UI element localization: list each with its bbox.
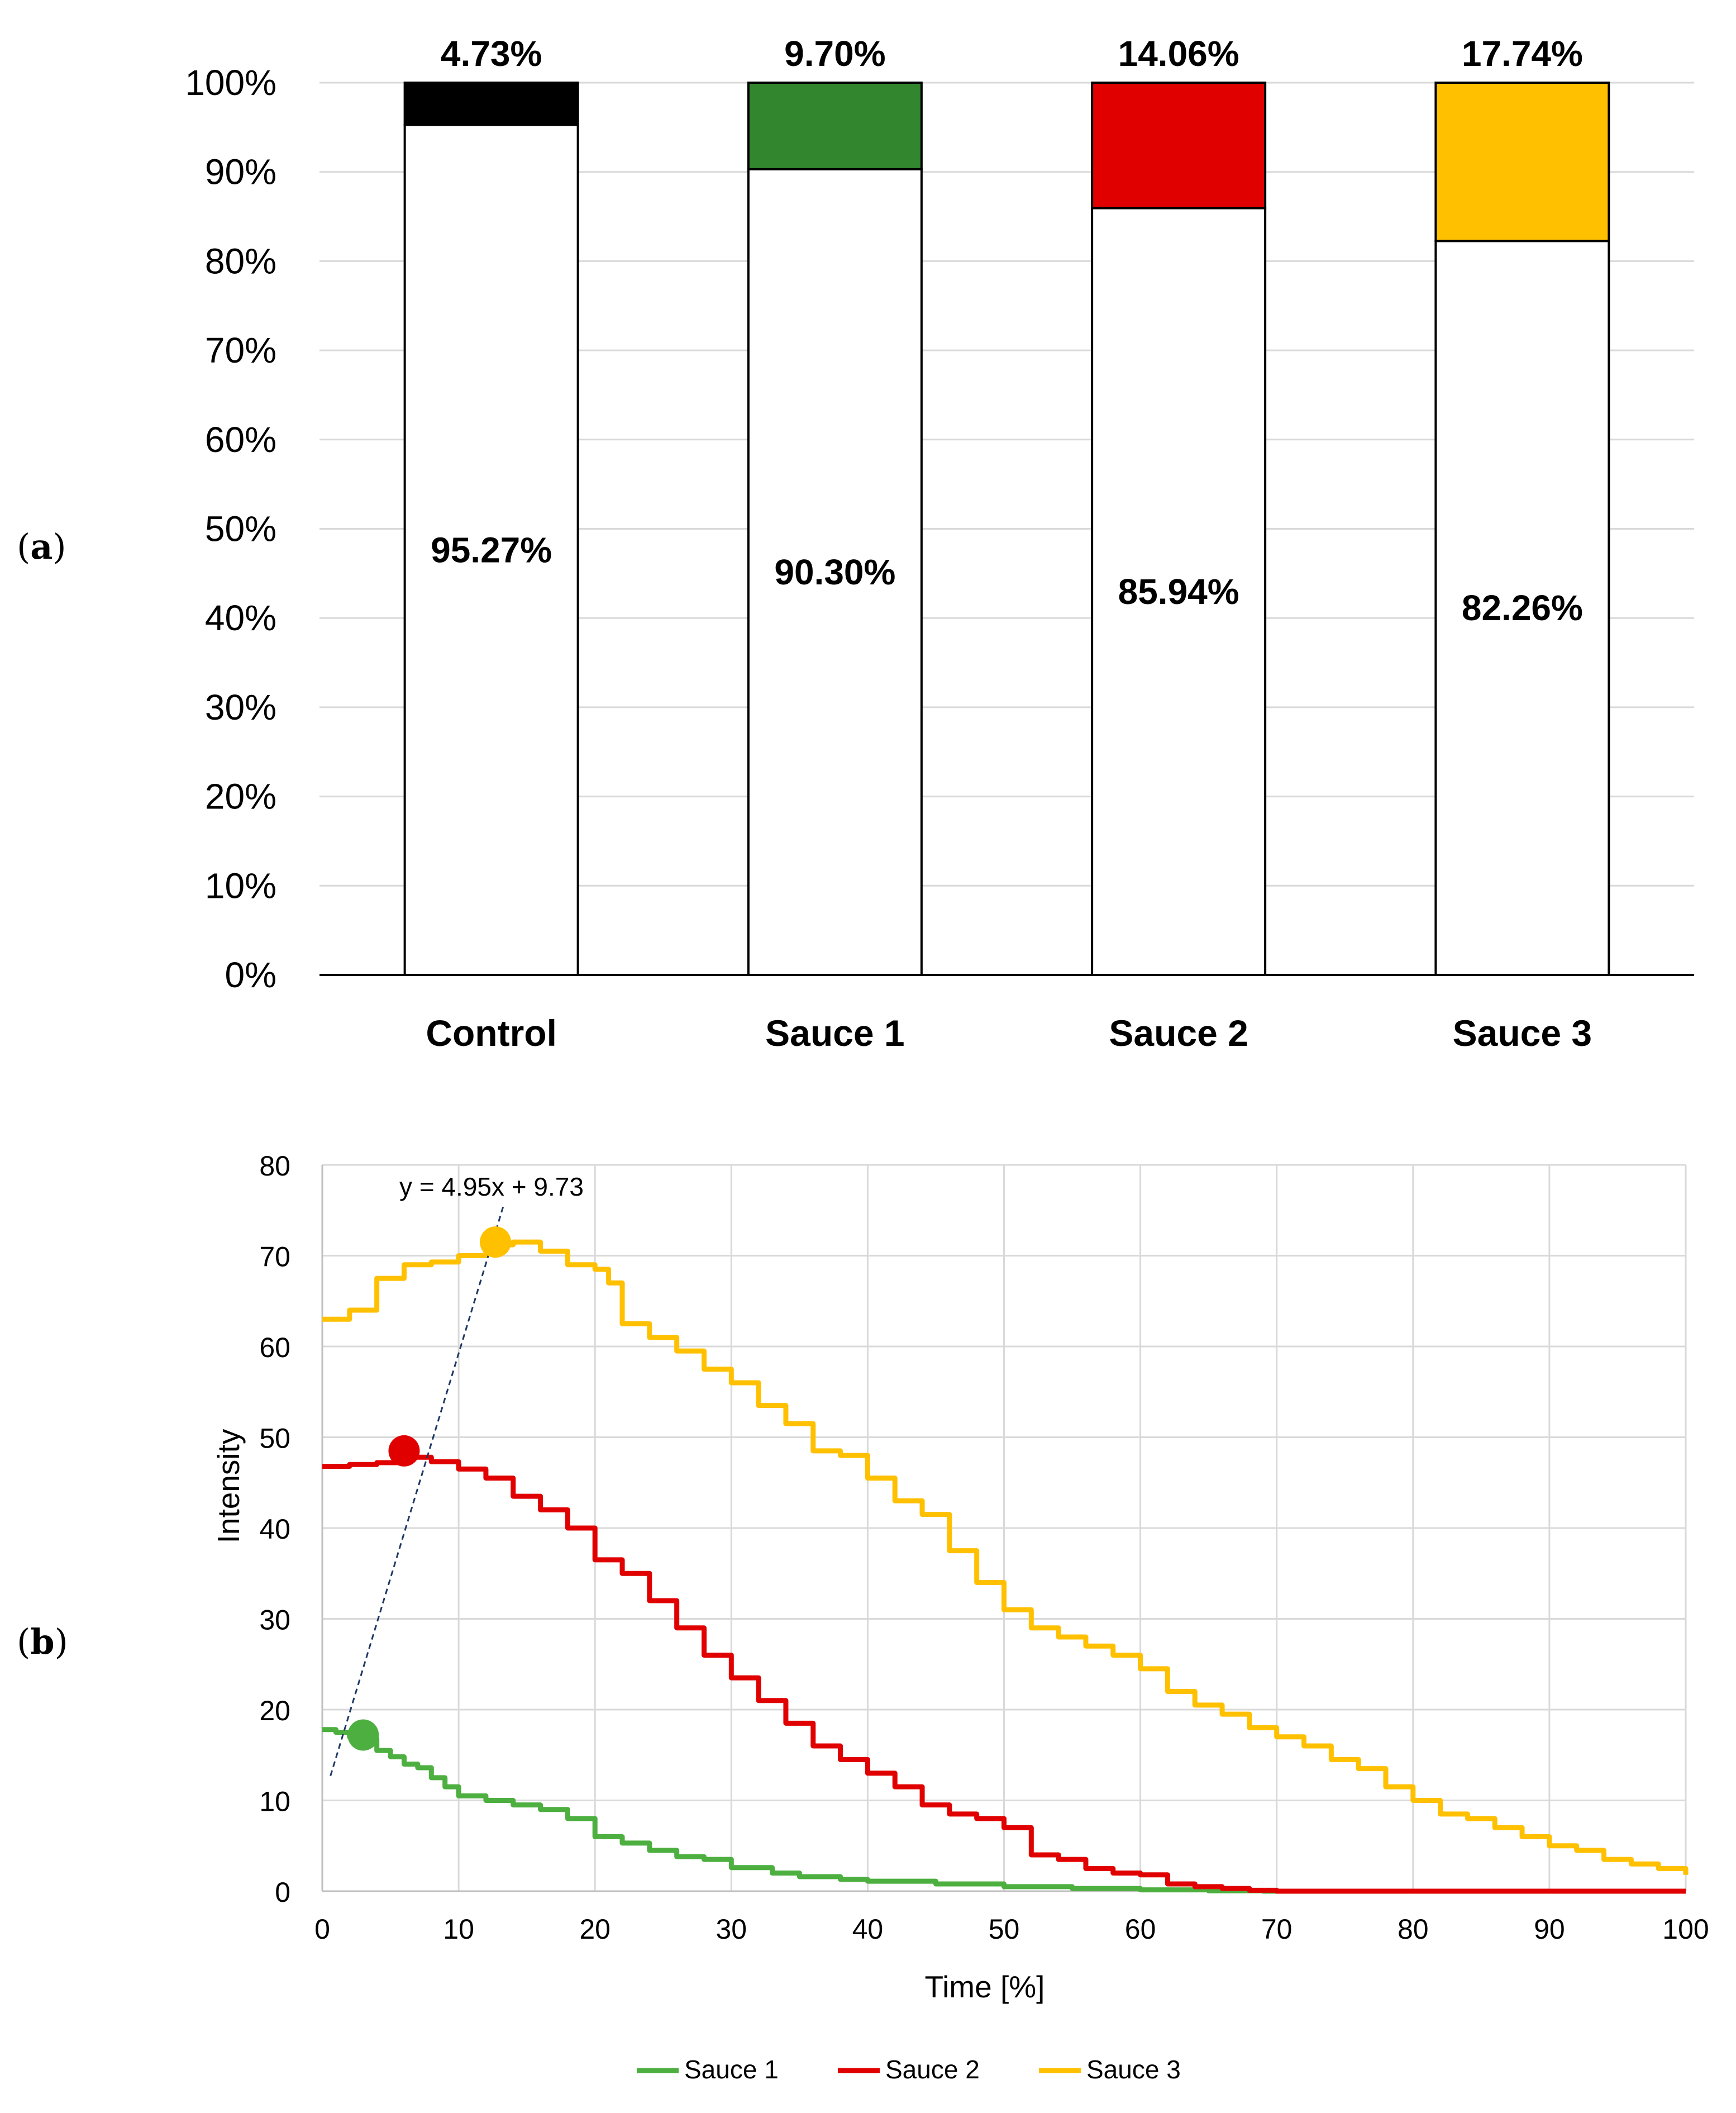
line-y-tick: 50 [259, 1423, 290, 1454]
bar-segment-lower [403, 123, 579, 977]
bar-y-tick: 50% [205, 509, 276, 549]
series-line-sauce-2 [322, 1454, 1686, 1894]
y-axis-label: Intensity [211, 1429, 246, 1543]
bar-marks [403, 82, 1610, 977]
legend-label: Sauce 2 [885, 2055, 980, 2084]
line-x-tick: 100 [1662, 1914, 1709, 1945]
line-gridlines [321, 1164, 1687, 1892]
bar-y-tick: 90% [205, 152, 276, 192]
bar-segment-upper [1434, 82, 1610, 242]
line-y-tick: 20 [259, 1695, 290, 1726]
peak-marker-sauce-2 [388, 1435, 420, 1467]
bar-segment-upper [1091, 82, 1267, 210]
bar-y-tick: 40% [205, 598, 276, 638]
bar-segment-lower [1091, 207, 1267, 976]
peak-markers [347, 1226, 512, 1751]
line-x-tick: 10 [443, 1914, 474, 1945]
bar-y-tick: 70% [205, 330, 276, 370]
legend-label: Sauce 3 [1086, 2055, 1181, 2084]
bar-y-tick-labels: 0% 10% 20% 30% 40% 50% 60% 70% 80% 90% 100% [185, 63, 276, 995]
line-x-tick: 80 [1398, 1914, 1429, 1945]
line-x-tick: 30 [716, 1914, 747, 1945]
bar-y-tick: 0% [225, 955, 277, 995]
bar-segment-lower [747, 168, 923, 976]
bar-category-label: Control [426, 1012, 557, 1054]
bar-y-tick: 20% [205, 777, 276, 817]
line-x-tick: 60 [1125, 1914, 1156, 1945]
line-chart: 0 10 20 30 40 50 60 70 80 0 10 20 30 40 50 60 70 80 90 100… [211, 1150, 1709, 2084]
trendline-equation: y = 4.95x + 9.73 [399, 1172, 584, 1201]
bar-upper-data-label: 9.70% [784, 34, 885, 74]
bar-data-labels: 95.27% 4.73% 90.30% 9.70% 85.94% 14.06% 82.26%… [431, 34, 1583, 628]
bar-lower-data-label: 85.94% [1118, 572, 1239, 612]
bar-lower-data-label: 82.26% [1462, 588, 1583, 628]
line-x-tick: 0 [314, 1914, 330, 1945]
line-x-tick: 20 [579, 1914, 611, 1945]
legend-item: Sauce 1 [637, 2055, 779, 2084]
bar-segment-upper [403, 82, 579, 126]
series-line-sauce-3 [322, 1239, 1689, 1875]
trendline [330, 1205, 505, 1777]
bar-y-tick: 80% [205, 241, 276, 281]
trendline-group: y = 4.95x + 9.73 [330, 1172, 584, 1777]
line-x-tick: 40 [852, 1914, 884, 1945]
bar-category-label: Sauce 1 [765, 1012, 905, 1054]
line-y-tick: 10 [259, 1786, 290, 1817]
line-y-tick: 40 [259, 1514, 290, 1545]
line-y-tick: 80 [259, 1150, 290, 1182]
bar-y-tick: 60% [205, 420, 276, 460]
bar-segment-upper [747, 82, 923, 170]
legend-item: Sauce 2 [838, 2055, 980, 2084]
bar-segment-lower [1434, 240, 1610, 977]
line-y-tick: 70 [259, 1241, 290, 1273]
bar-upper-data-label: 4.73% [441, 34, 542, 74]
peak-marker-sauce-3 [480, 1226, 512, 1258]
peak-marker-sauce-1 [347, 1719, 379, 1751]
line-x-tick-labels: 0 10 20 30 40 50 60 70 80 90 100 [314, 1914, 1709, 1945]
panel-b-label: (b) [17, 1621, 68, 1662]
line-y-tick: 30 [259, 1605, 290, 1636]
line-y-tick: 0 [275, 1877, 290, 1908]
line-y-tick: 60 [259, 1332, 290, 1363]
legend-item: Sauce 3 [1039, 2055, 1181, 2084]
bar-x-tick-labels: Control Sauce 1 Sauce 2 Sauce 3 [426, 1012, 1592, 1054]
legend: Sauce 1 Sauce 2 Sauce 3 [637, 2055, 1181, 2084]
line-x-tick: 50 [989, 1914, 1020, 1945]
bar-chart: 0% 10% 20% 30% 40% 50% 60% 70% 80% 90% 100% 95.27%… [185, 34, 1694, 1054]
line-x-tick: 90 [1534, 1914, 1565, 1945]
panel-a-label: (a) [17, 526, 66, 567]
bar-upper-data-label: 17.74% [1462, 34, 1583, 74]
bar-upper-data-label: 14.06% [1118, 34, 1239, 74]
line-x-tick: 70 [1261, 1914, 1293, 1945]
bar-lower-data-label: 95.27% [431, 530, 552, 570]
x-axis-label: Time [%] [925, 1969, 1045, 2004]
bar-y-tick: 100% [185, 63, 276, 103]
line-y-tick-labels: 0 10 20 30 40 50 60 70 80 [259, 1150, 290, 1908]
line-series-group [322, 1239, 1689, 1894]
bar-y-tick: 30% [205, 687, 276, 727]
bar-lower-data-label: 90.30% [774, 552, 895, 592]
series-line-sauce-1 [322, 1727, 1686, 1894]
bar-category-label: Sauce 2 [1109, 1012, 1248, 1054]
bar-category-label: Sauce 3 [1453, 1012, 1592, 1054]
bar-y-tick: 10% [205, 865, 276, 906]
legend-label: Sauce 1 [684, 2055, 779, 2084]
